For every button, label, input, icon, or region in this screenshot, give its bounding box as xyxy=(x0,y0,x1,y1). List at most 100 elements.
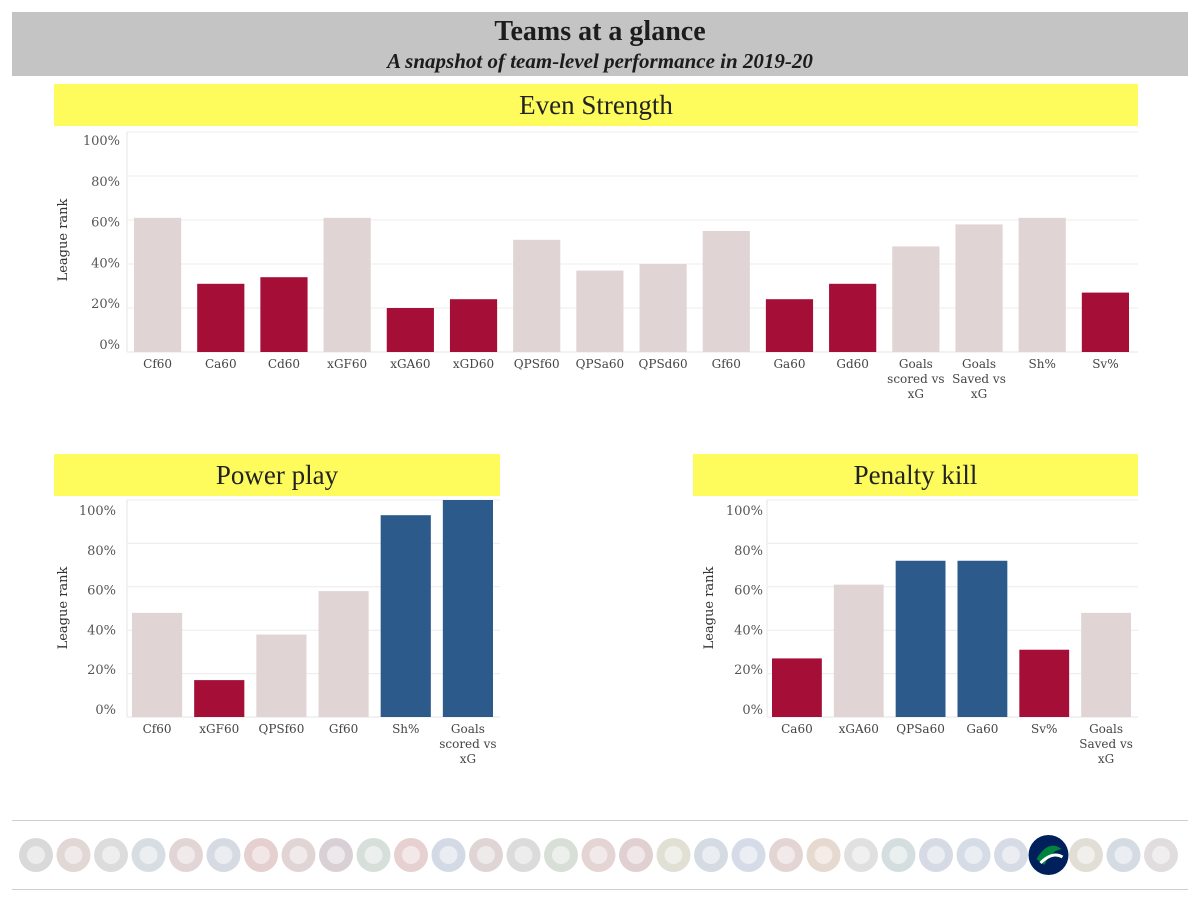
page-header: Teams at a glance A snapshot of team-lev… xyxy=(12,12,1188,76)
logo-ottawa-senators-icon xyxy=(769,838,803,872)
pp-y-tick-label: 40% xyxy=(87,623,116,638)
es-bar-cd60 xyxy=(260,277,308,352)
es-bar-goals-scored-vs-xg xyxy=(892,246,940,352)
pk-bar-goals-saved-vs-xg xyxy=(1081,612,1131,717)
pk-bar-ga60 xyxy=(957,560,1008,717)
es-x-tick-label-cd60: Cd60 xyxy=(268,357,300,371)
es-x-tick-label-goals-saved-vs-xg: Goals xyxy=(962,357,996,371)
es-x-tick-label-gd60: Gd60 xyxy=(836,357,869,371)
logo-nashville-predators-icon xyxy=(656,838,691,872)
logo-st-louis-blues-icon xyxy=(919,838,953,872)
es-bar-svpct xyxy=(1081,292,1129,352)
pk-y-tick-label: 20% xyxy=(734,663,763,678)
logo-san-jose-sharks-icon xyxy=(881,838,916,872)
es-bar-xgf60 xyxy=(323,217,371,352)
team-logos xyxy=(19,835,1178,875)
pk-x-tick-label-ga60: Ga60 xyxy=(966,722,998,736)
es-y-axis-label: League rank xyxy=(56,198,71,281)
even-strength-banner: Even Strength xyxy=(54,84,1138,126)
es-bar-gd60 xyxy=(829,283,877,352)
pp-y-tick-label: 60% xyxy=(87,584,116,599)
logo-philadelphia-flyers-icon xyxy=(806,838,841,872)
logo-buffalo-sabres-icon xyxy=(131,838,166,872)
pk-x-tick-label-svpct: Sv% xyxy=(1031,722,1057,736)
es-x-tick-label-ca60: Ca60 xyxy=(205,357,237,371)
es-x-tick-label-svpct: Sv% xyxy=(1092,357,1118,371)
page-subtitle: A snapshot of team-level performance in … xyxy=(387,49,813,73)
es-x-tick-label-cf60: Cf60 xyxy=(143,357,172,371)
es-bar-xgd60 xyxy=(449,299,498,352)
pk-bar-svpct xyxy=(1019,649,1070,717)
es-bar-cf60 xyxy=(134,217,182,352)
pk-x-tick-label-ca60: Ca60 xyxy=(781,722,813,736)
pk-y-tick-label: 60% xyxy=(734,584,763,599)
es-bar-shpct xyxy=(1018,217,1066,352)
pp-bar-xgf60 xyxy=(194,680,245,717)
es-chart-group: 0% 20% 40% 60% 80% 100% League rank Cf60 Ca60 Cd6… xyxy=(56,131,1138,401)
es-x-tick-label-goals-saved-vs-xg: xG xyxy=(971,387,987,401)
pk-y-tick-label: 80% xyxy=(734,544,763,559)
logo-dallas-stars-icon xyxy=(356,838,391,872)
page-title: Teams at a glance xyxy=(494,16,706,47)
pp-chart-group: 0% 20% 40% 60% 80% 100% League rank Cf60 xGF60 QP… xyxy=(56,499,500,766)
pk-y-tick-label: 40% xyxy=(734,623,763,638)
pp-x-tick-label-goals-scored-vs-xg: Goals xyxy=(451,722,485,736)
logo-boston-bruins-icon xyxy=(94,838,128,872)
es-x-tick-label-ga60: Ga60 xyxy=(773,357,805,371)
pk-x-tick-label-goals-saved-vs-xg: Goals xyxy=(1089,722,1123,736)
pk-bar-ca60 xyxy=(772,658,822,717)
es-x-tick-label-xgd60: xGD60 xyxy=(453,357,494,371)
es-x-tick-label-shpct: Sh% xyxy=(1029,357,1056,371)
logo-colorado-avalanche-icon xyxy=(319,838,353,872)
pp-bar-goals-scored-vs-xg xyxy=(442,500,493,717)
es-bar-qpsf60 xyxy=(513,239,561,352)
logo-toronto-maple-leafs-icon xyxy=(994,838,1028,872)
logo-new-york-islanders-icon xyxy=(694,838,728,872)
es-bar-ca60 xyxy=(197,283,245,352)
logo-anaheim-ducks-icon xyxy=(19,838,53,872)
es-bar-goals-saved-vs-xg xyxy=(955,224,1003,352)
logo-minnesota-wild-icon xyxy=(544,838,578,872)
logo-detroit-red-wings-icon xyxy=(394,838,428,872)
es-bar-ga60 xyxy=(765,299,814,352)
pk-x-tick-label-qpsa60: QPSa60 xyxy=(896,722,945,736)
pp-bar-qpsf60 xyxy=(256,634,307,717)
logo-vancouver-canucks-icon xyxy=(1028,835,1069,875)
team-logo-strip xyxy=(12,820,1188,890)
logo-florida-panthers-icon xyxy=(469,838,503,872)
es-x-tick-label-qpsa60: QPSa60 xyxy=(576,357,625,371)
logo-new-york-rangers-icon xyxy=(731,838,766,872)
es-y-tick-label: 40% xyxy=(91,256,120,271)
pk-bar-qpsa60 xyxy=(895,560,946,717)
es-x-tick-label-goals-scored-vs-xg: xG xyxy=(908,387,924,401)
pp-y-tick-label: 80% xyxy=(87,544,116,559)
logo-new-jersey-devils-icon xyxy=(619,838,653,872)
logo-tampa-bay-lightning-icon xyxy=(956,838,991,872)
es-x-tick-label-xga60: xGA60 xyxy=(390,357,430,371)
pp-x-tick-label-xgf60: xGF60 xyxy=(199,722,239,736)
pk-x-tick-label-xga60: xGA60 xyxy=(839,722,879,736)
es-bar-gf60 xyxy=(702,231,750,352)
pk-x-tick-label-goals-saved-vs-xg: Saved vs xyxy=(1079,737,1133,751)
es-x-tick-label-xgf60: xGF60 xyxy=(327,357,367,371)
logo-calgary-flames-icon xyxy=(244,838,278,872)
logo-winnipeg-jets-icon xyxy=(1106,838,1141,872)
pp-x-tick-label-goals-scored-vs-xg: xG xyxy=(460,752,476,766)
es-x-tick-label-qpsd60: QPSd60 xyxy=(639,357,688,371)
penalty-kill-banner: Penalty kill xyxy=(693,454,1138,496)
logo-washington-capitals-icon xyxy=(1144,838,1178,872)
es-y-tick-label: 0% xyxy=(99,338,120,353)
pp-x-tick-label-qpsf60: QPSf60 xyxy=(258,722,304,736)
pp-bar-gf60 xyxy=(318,591,369,717)
es-y-tick-label: 80% xyxy=(91,175,120,190)
es-x-tick-label-gf60: Gf60 xyxy=(712,357,741,371)
es-bar-xga60 xyxy=(386,308,434,352)
logo-chicago-blackhawks-icon xyxy=(281,838,316,872)
pp-y-tick-label: 100% xyxy=(79,504,116,519)
pk-bar-xga60 xyxy=(833,584,884,717)
pk-chart-group: 0% 20% 40% 60% 80% 100% League rank Ca60 xGA60 QP… xyxy=(702,499,1138,766)
pp-bar-cf60 xyxy=(132,612,183,717)
pp-x-tick-label-shpct: Sh% xyxy=(392,722,419,736)
logo-carolina-hurricanes-icon xyxy=(169,838,203,872)
